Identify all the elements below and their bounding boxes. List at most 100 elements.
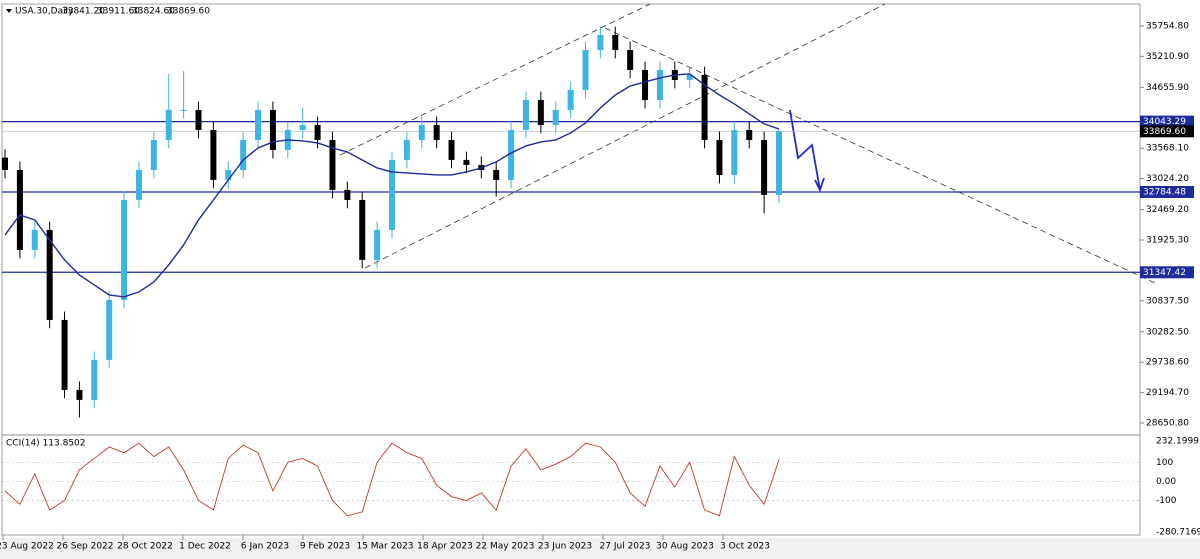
candle-body [552,109,559,125]
candle-body [240,139,247,170]
candle-body [403,139,410,160]
date-strip [0,538,1200,559]
candle-body [359,199,366,260]
candle-body [195,109,202,130]
x-tick-label: 22 May 2023 [476,542,535,552]
x-tick-label: 1 Dec 2022 [179,542,231,552]
symbol: USA.30,Daily [15,7,74,17]
candle-body [731,129,738,175]
candle-body [76,389,83,400]
x-tick-label: 6 Jan 2023 [241,542,289,552]
candle-body [716,139,723,175]
descending-line [604,27,1156,284]
candle-body [701,74,708,140]
candle-body [150,139,157,170]
level-label: 34043.29 [1143,117,1186,127]
y-tick-label: 34655.90 [1146,83,1189,93]
trendlines [339,3,1156,284]
candle-body [448,139,455,160]
candle-body [418,124,425,140]
y-tick-label: 33568.10 [1146,144,1189,154]
last-price-label: 33869.60 [1143,127,1186,137]
ohlc-high: 33911.60 [97,7,140,17]
candle-body [2,157,8,170]
candle-body [180,109,187,111]
candle-body [776,131,782,195]
x-tick-label: 27 Jul 2023 [600,542,651,552]
x-tick-label: 23 Jun 2023 [538,542,592,552]
candle-body [686,74,693,80]
cci-line [4,442,780,517]
cci-title: CCI(14) 113.8502 [6,439,86,449]
candle-body [612,34,619,50]
candle-body [463,159,470,165]
y-tick-label: 31925.30 [1146,235,1189,245]
candle-body [91,359,98,400]
y-tick-label: 33024.20 [1146,174,1189,184]
level-tag [1140,266,1194,279]
candle-body [761,139,768,195]
candle-body [46,229,53,320]
y-tick-label: 35754.80 [1146,21,1189,31]
x-tick-label: 30 Aug 2023 [656,542,714,552]
y-tick-label: 35210.90 [1146,52,1189,62]
candle-body [508,129,515,180]
candle-body [582,49,589,90]
candle-body [255,109,262,140]
y-tick-label: 29194.70 [1146,388,1189,398]
x-tick-label: 18 Apr 2023 [417,542,473,552]
candle-body [656,69,663,101]
candle-body [433,124,440,140]
y-tick-label: 32469.20 [1146,205,1189,215]
candle-body [537,100,544,125]
x-tick-label: 23 Aug 2022 [0,542,54,552]
candle-body [389,159,395,230]
x-tick-label: 9 Feb 2023 [300,542,350,552]
candle-body [746,129,753,140]
channel-lower [364,3,886,269]
x-tick-label: 28 Oct 2022 [117,542,173,552]
last-price-tag [1140,125,1194,138]
candle-body [344,189,351,200]
x-tick-label: 3 Oct 2023 [720,542,770,552]
candle-body [597,34,604,50]
y-limit-label: 232.1999 [1156,437,1199,447]
y-tick-label: 30837.50 [1146,296,1189,306]
y-tick-label: 0.00 [1156,477,1176,487]
candle-body [135,169,142,200]
level-tag [1140,185,1194,198]
candle-body [567,89,574,110]
channel-upper [339,3,651,156]
candle-body [493,169,500,180]
candle-body [269,109,276,150]
y-tick-label: 100 [1156,458,1173,468]
candle-body [61,319,68,390]
level-tag [1140,115,1194,128]
candle-body [210,129,217,180]
candle-body [299,124,306,130]
candle-body [314,124,321,140]
candle-body [121,199,128,300]
y-limit-label: -280.7169 [1156,528,1200,538]
ohlc-low: 33824.60 [132,7,175,17]
candle-body [16,169,23,250]
x-tick-label: 26 Sep 2022 [56,542,113,552]
level-label: 32784.48 [1143,187,1186,197]
y-tick-label: 28650.80 [1146,418,1189,428]
x-tick-label: 15 Mar 2023 [356,542,413,552]
y-tick-label: -100 [1156,496,1177,506]
ohlc-open: 33841.20 [62,7,105,17]
candle-body [374,229,381,260]
menu-arrow[interactable] [6,9,12,13]
candle-body [642,69,649,101]
candle-body [165,109,172,140]
candle-body [329,139,336,190]
ohlc-close: 33869.60 [167,7,210,17]
candle-body [522,100,529,130]
y-tick-label: 29738.60 [1146,358,1189,368]
level-label: 31347.42 [1143,268,1186,278]
moving-average [4,73,780,298]
candle-body [106,299,113,360]
